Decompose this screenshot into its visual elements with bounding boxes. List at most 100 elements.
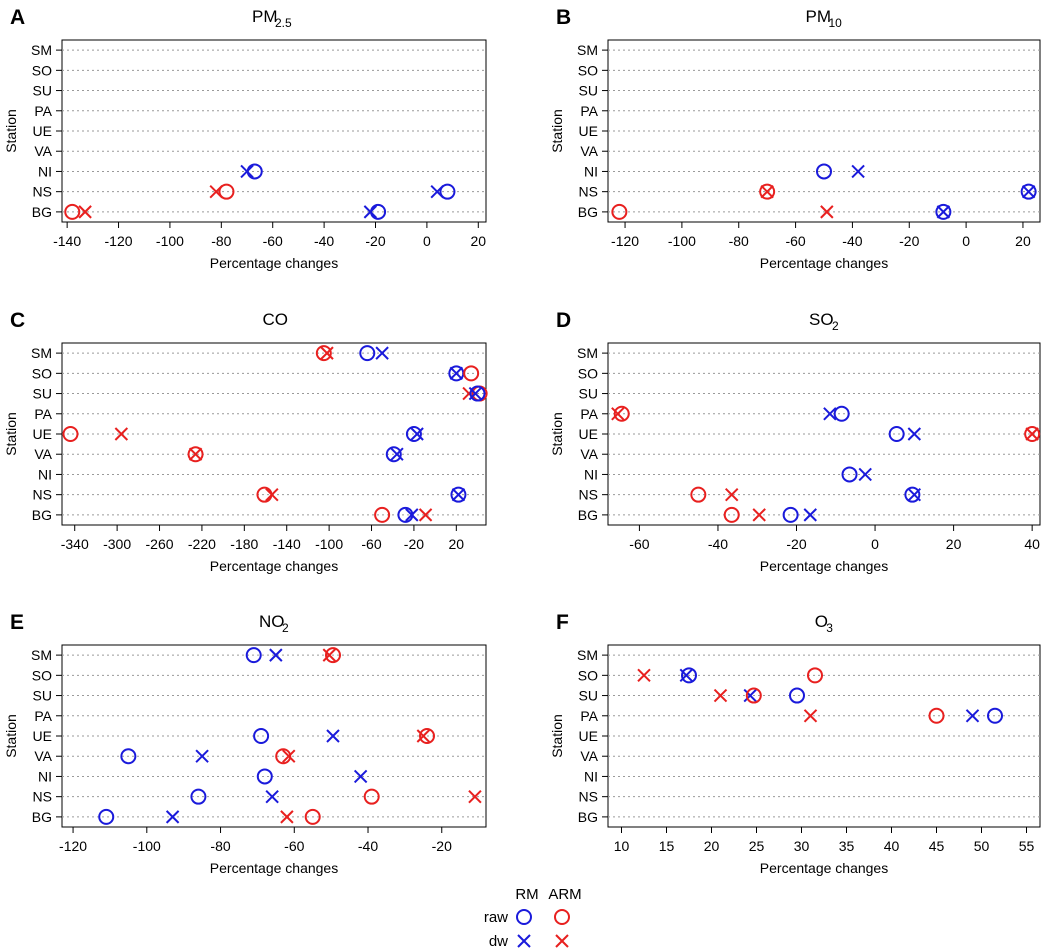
- point-rm-raw-PA: [987, 707, 1003, 724]
- ylabel-F: Station: [549, 714, 565, 758]
- point-arm-dw-PA: [611, 407, 625, 421]
- ytick-label-BG: BG: [578, 204, 598, 220]
- point-rm-raw-BG: [98, 808, 115, 825]
- title-sub-D: 2: [832, 319, 839, 333]
- title-text-A: PM: [252, 7, 278, 26]
- xtick-label: -60: [785, 233, 805, 249]
- ytick-label-SO: SO: [32, 62, 52, 78]
- xtick-label: 20: [471, 233, 487, 249]
- ytick-label-VA: VA: [34, 143, 52, 159]
- point-rm-raw-UE: [405, 426, 422, 442]
- xtick-label: -120: [611, 233, 639, 249]
- title-text-D: SO: [809, 310, 834, 329]
- plot-D: SM SO SU PA UE VA NI NS BG -60 -40 -20 0 20 40: [577, 342, 1041, 552]
- xtick-label: -60: [284, 838, 304, 854]
- point-rm-dw-NI: [858, 467, 872, 482]
- panel-title-A: PM 2.5: [252, 7, 292, 30]
- xtick-label: -80: [210, 838, 230, 854]
- point-arm-dw-UE: [114, 427, 129, 441]
- point-rm-raw-UE: [888, 426, 905, 442]
- ytick-label-BG: BG: [578, 507, 598, 523]
- xtick-label: -60: [361, 536, 381, 552]
- xlabel-F: Percentage changes: [760, 860, 888, 876]
- point-arm-dw-NS: [209, 184, 223, 199]
- xtick-label: 35: [839, 838, 855, 854]
- point-rm-dw-PA: [965, 709, 980, 723]
- xtick-label: 20: [449, 536, 465, 552]
- point-arm-dw-SM: [322, 648, 337, 662]
- point-arm-dw-NS: [468, 789, 482, 804]
- point-arm-raw-BG: [723, 506, 740, 523]
- ytick-label-PA: PA: [34, 103, 52, 119]
- point-arm-dw-BG: [418, 508, 433, 522]
- point-arm-raw-UE: [1024, 426, 1041, 442]
- point-rm-raw-NI: [256, 768, 273, 785]
- point-rm-dw-BG: [405, 508, 419, 522]
- point-rm-dw-NS: [907, 487, 922, 502]
- point-arm-dw-BG: [820, 205, 834, 219]
- xlabel-D: Percentage changes: [760, 558, 888, 574]
- xtick-label: -120: [105, 233, 133, 249]
- xtick-label: -80: [211, 233, 231, 249]
- xtick-label: 0: [423, 233, 431, 249]
- xlabel-B: Percentage changes: [760, 255, 888, 271]
- point-arm-dw-BG: [752, 508, 766, 522]
- point-arm-dw-SO: [637, 668, 651, 683]
- ytick-label-VA: VA: [34, 748, 52, 764]
- xtick-label: -260: [146, 536, 174, 552]
- point-arm-raw-UE: [419, 728, 436, 744]
- xtick-label: 25: [749, 838, 765, 854]
- point-rm-dw-SU: [468, 386, 483, 401]
- panel-title-E: NO 2: [259, 612, 289, 635]
- ytick-label-VA: VA: [580, 748, 598, 764]
- point-arm-raw-SO: [807, 667, 823, 684]
- xtick-label: -20: [786, 536, 806, 552]
- point-rm-dw-UE: [326, 729, 340, 743]
- panel-letter-E: E: [10, 611, 24, 634]
- point-arm-raw-UE: [62, 426, 79, 442]
- point-arm-raw-NS: [363, 788, 380, 805]
- point-rm-raw-SO: [681, 667, 697, 684]
- legend-rm-raw-marker: [516, 909, 532, 925]
- ytick-label-SO: SO: [578, 365, 598, 381]
- point-rm-dw-SM: [269, 648, 283, 662]
- xtick-label: 20: [946, 536, 962, 552]
- ytick-label-SU: SU: [33, 386, 52, 402]
- legend-col-rm: RM: [515, 886, 538, 903]
- point-arm-raw-VA: [187, 446, 204, 463]
- point-rm-raw-NS: [450, 486, 467, 503]
- point-arm-dw-SM: [320, 346, 334, 360]
- xlabel-A: Percentage changes: [210, 255, 338, 271]
- ytick-label-NI: NI: [38, 768, 52, 784]
- ytick-label-VA: VA: [580, 446, 598, 462]
- point-rm-dw-SO: [449, 366, 464, 381]
- legend-col-arm: ARM: [548, 886, 581, 903]
- title-sub-A: 2.5: [275, 16, 292, 30]
- xtick-label: -120: [59, 838, 87, 854]
- ylabel-E: Station: [3, 714, 19, 758]
- point-rm-raw-NS: [439, 183, 456, 200]
- point-rm-dw-BG: [363, 205, 378, 219]
- point-rm-dw-NS: [451, 487, 466, 502]
- point-rm-dw-SO: [679, 668, 694, 683]
- point-rm-dw-NI: [240, 164, 254, 179]
- point-arm-dw-NS: [265, 487, 279, 502]
- ytick-label-VA: VA: [34, 446, 52, 462]
- xtick-label: -40: [358, 838, 378, 854]
- ytick-label-UE: UE: [33, 426, 52, 442]
- point-arm-dw-PA: [803, 709, 818, 723]
- title-sub-F: 3: [826, 621, 833, 635]
- ytick-label-SU: SU: [33, 688, 52, 704]
- ylabel-D: Station: [549, 412, 565, 456]
- ytick-label-PA: PA: [34, 708, 52, 724]
- xtick-label: -60: [629, 536, 649, 552]
- xtick-label: 50: [974, 838, 990, 854]
- ytick-label-BG: BG: [32, 204, 52, 220]
- xtick-label: -20: [404, 536, 424, 552]
- xtick-label: 0: [871, 536, 879, 552]
- legend-row-dw: dw: [489, 933, 508, 950]
- point-rm-raw-VA: [385, 446, 402, 463]
